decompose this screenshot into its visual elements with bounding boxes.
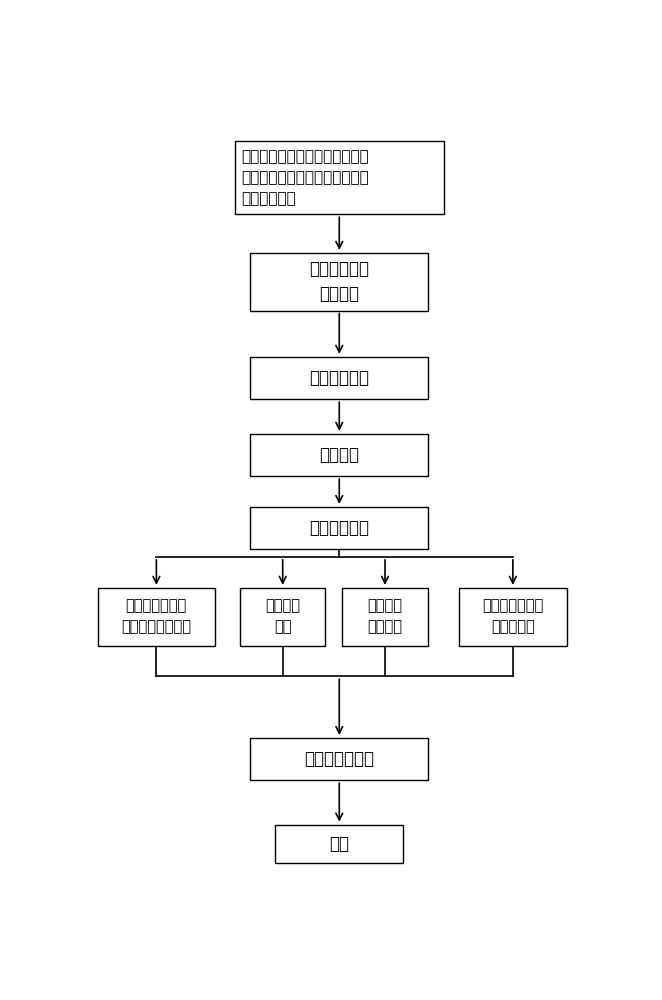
Bar (250, 253, 428, 311)
Bar (250, 738, 428, 780)
Text: 结束: 结束 (329, 835, 350, 853)
Bar (342, 588, 428, 646)
Text: 激光多普勒测速
仪数据采样: 激光多普勒测速 仪数据采样 (482, 599, 544, 635)
Text: 北斗伪距、伪距
率、卫星位置采样: 北斗伪距、伪距 率、卫星位置采样 (121, 599, 191, 635)
Text: 陀螺数据
采样: 陀螺数据 采样 (265, 599, 300, 635)
Text: 装订初始参数: 装订初始参数 (309, 369, 369, 387)
Bar (234, 141, 444, 214)
Bar (250, 357, 428, 399)
Bar (275, 825, 403, 863)
Text: 紧组合导航解算: 紧组合导航解算 (305, 750, 374, 768)
Bar (240, 588, 325, 646)
Text: 安装捷联惯性导航系统、北斗卫
星导航系统、激光多普勒测速仪
到运动载体上: 安装捷联惯性导航系统、北斗卫 星导航系统、激光多普勒测速仪 到运动载体上 (241, 149, 369, 206)
Bar (250, 507, 428, 549)
Bar (459, 588, 567, 646)
Text: 运动载体启动: 运动载体启动 (309, 519, 369, 537)
Text: 初始对准: 初始对准 (319, 446, 359, 464)
Bar (98, 588, 214, 646)
Text: 组合导航系统
上电启动: 组合导航系统 上电启动 (309, 260, 369, 303)
Text: 加速度计
数据采样: 加速度计 数据采样 (367, 599, 402, 635)
Bar (250, 434, 428, 476)
